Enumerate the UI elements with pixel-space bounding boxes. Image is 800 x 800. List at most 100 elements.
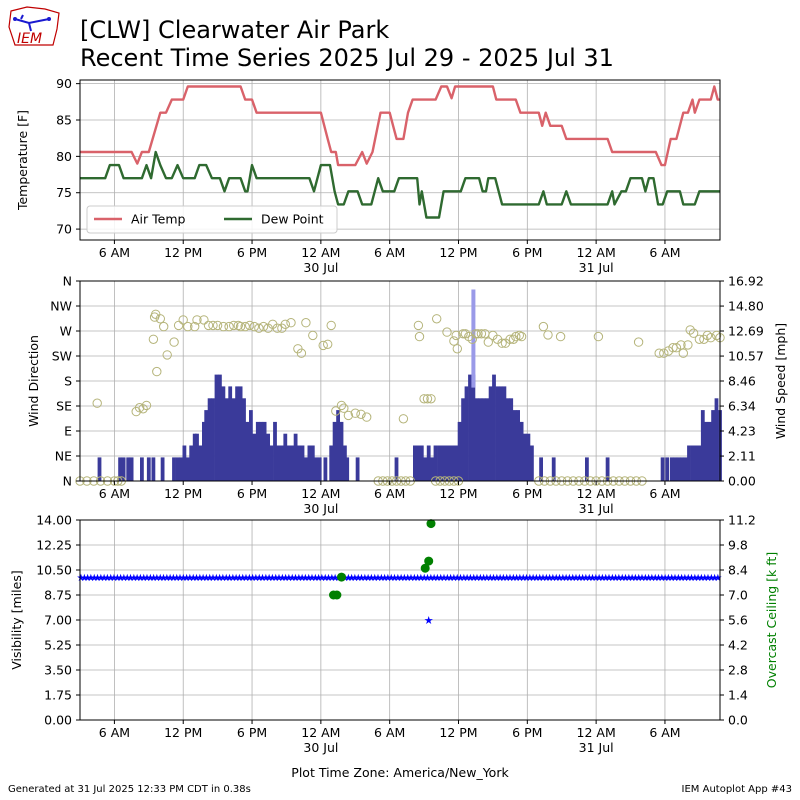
- wind-direction-point: [464, 331, 474, 342]
- x-tick-label: 12 PM: [164, 725, 202, 740]
- wind-direction-point: [318, 340, 328, 351]
- wind-speed-bar: [551, 457, 556, 481]
- visibility-star: ★: [106, 573, 115, 584]
- visibility-star: ★: [611, 573, 620, 584]
- wind-speed-bar: [266, 433, 270, 481]
- visibility-star: ★: [568, 573, 577, 584]
- x-axis-label: Plot Time Zone: America/New_York: [291, 765, 509, 780]
- wind-speed-bar: [516, 410, 520, 481]
- visibility-star: ★: [466, 573, 475, 584]
- wind-speed-bar: [519, 421, 524, 481]
- visibility-star: ★: [113, 573, 122, 584]
- y-tick-label: 1.75: [44, 688, 72, 703]
- wind-direction-point: [339, 403, 349, 413]
- wind-speed-bar: [683, 457, 688, 481]
- y-tick-label: 90: [56, 76, 72, 91]
- visibility-star: ★: [638, 573, 647, 584]
- y-tick-label: S: [64, 374, 72, 389]
- wind-speed-bar: [259, 421, 264, 481]
- wind-direction-point: [659, 348, 669, 358]
- wind-direction-point: [336, 400, 347, 411]
- wind-speed-bar: [249, 410, 253, 481]
- y-tick-label: N: [63, 474, 72, 489]
- wind-speed-bar: [307, 445, 312, 481]
- visibility-star: ★: [212, 573, 221, 584]
- visibility-star: ★: [298, 573, 307, 584]
- visibility-star: ★: [242, 573, 251, 584]
- x-tick-label: 6 PM: [237, 486, 267, 501]
- visibility-star: ★: [172, 573, 181, 584]
- wind-direction-point: [683, 340, 693, 350]
- wind-speed-bar: [314, 457, 319, 481]
- wind-direction-point: [413, 320, 424, 331]
- wind-direction-point: [668, 343, 678, 353]
- wind-speed-bar: [245, 421, 250, 481]
- y-tick-label: SE: [56, 399, 72, 414]
- visibility-star: ★: [436, 573, 445, 584]
- wind-speed-bar: [118, 457, 122, 481]
- visibility-panel: ★★★★★★★★★★★★★★★★★★★★★★★★★★★★★★★★★★★★★★★★…: [9, 513, 779, 756]
- visibility-star: ★: [360, 573, 369, 584]
- wind-direction-point: [356, 409, 366, 419]
- y-tick-label: 10.50: [36, 563, 72, 578]
- x-tick-label: 12 AM: [577, 725, 616, 740]
- visibility-star: ★: [529, 573, 538, 584]
- wind-speed-bar: [211, 398, 215, 481]
- wind-direction-point: [199, 315, 209, 325]
- wind-direction-point: [229, 320, 239, 331]
- y-right-tick-label: 14.80: [728, 299, 764, 314]
- wind-speed-bar: [179, 457, 183, 481]
- wind-speed-bar: [329, 445, 334, 481]
- visibility-star: ★: [195, 573, 204, 584]
- y-right-tick-label: 5.6: [728, 613, 748, 628]
- y-right-tick-label: 11.2: [728, 513, 756, 528]
- visibility-star: ★: [608, 573, 617, 584]
- wind-speed-bar: [468, 374, 472, 481]
- visibility-star: ★: [199, 573, 208, 584]
- wind-speed-bar: [273, 421, 277, 481]
- y-right-tick-label: 2.11: [728, 449, 756, 464]
- visibility-star: ★: [476, 573, 485, 584]
- y-tick-label: 0.00: [44, 713, 72, 728]
- y-right-tick-label: 1.4: [728, 688, 748, 703]
- visibility-star: ★: [443, 573, 452, 584]
- visibility-star: ★: [278, 573, 287, 584]
- visibility-star: ★: [380, 573, 389, 584]
- visibility-star: ★: [486, 573, 495, 584]
- x-tick-label: 6 PM: [512, 486, 542, 501]
- visibility-star: ★: [489, 573, 498, 584]
- wind-speed-bar: [238, 386, 243, 481]
- visibility-star: ★: [370, 573, 379, 584]
- visibility-star: ★: [479, 573, 488, 584]
- wind-direction-point: [422, 394, 433, 404]
- wind-direction-point: [208, 320, 218, 331]
- visibility-star: ★: [166, 573, 175, 584]
- y-tick-label: 3.50: [44, 663, 72, 678]
- y-tick-label: E: [64, 424, 72, 439]
- wind-direction-point: [212, 320, 223, 331]
- x-tick-label: 12 AM: [301, 486, 340, 501]
- visibility-star: ★: [96, 573, 105, 584]
- wind-direction-point: [280, 319, 290, 329]
- visibility-star: ★: [473, 573, 482, 584]
- visibility-star: ★: [159, 573, 168, 584]
- visibility-star: ★: [614, 573, 623, 584]
- wind-speed-bar: [461, 398, 465, 481]
- wind-direction-point: [362, 412, 372, 422]
- visibility-star: ★: [271, 573, 280, 584]
- wind-speed-bar: [457, 421, 462, 481]
- wind-speed-bar: [454, 445, 459, 481]
- visibility-star: ★: [162, 573, 171, 584]
- wind-speed-bar: [711, 410, 715, 481]
- wind-speed-bar: [286, 445, 291, 481]
- x-tick-sublabel: 31 Jul: [579, 740, 614, 755]
- x-tick-sublabel: 30 Jul: [303, 501, 338, 516]
- wind-direction-point: [308, 330, 318, 341]
- x-tick-sublabel: 30 Jul: [303, 260, 338, 275]
- visibility-star: ★: [410, 573, 419, 584]
- visibility-star: ★: [509, 573, 518, 584]
- y-tick-label: 80: [56, 149, 72, 164]
- wind-direction-point: [141, 400, 152, 411]
- wind-direction-point: [148, 334, 159, 344]
- y-tick-label: 8.75: [44, 588, 72, 603]
